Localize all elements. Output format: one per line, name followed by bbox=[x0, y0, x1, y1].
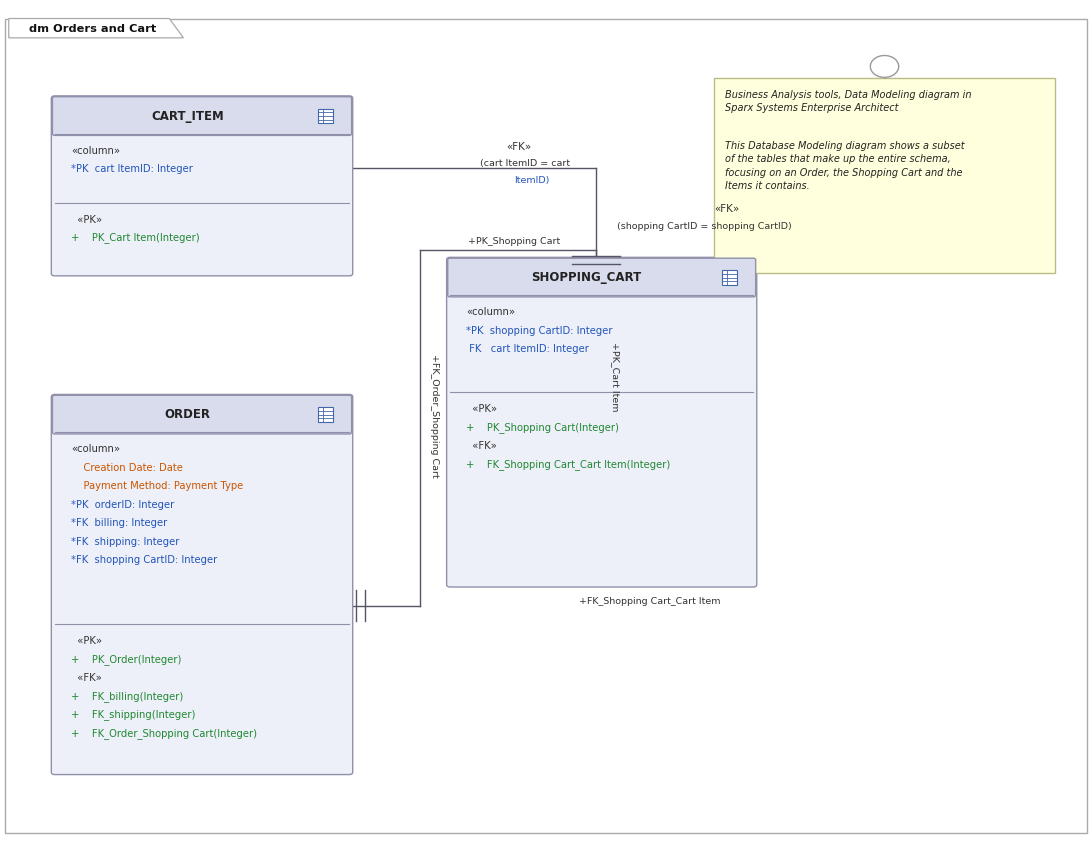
Text: +PK_Cart Item: +PK_Cart Item bbox=[610, 341, 620, 411]
Text: +    FK_billing(Integer): + FK_billing(Integer) bbox=[71, 691, 183, 701]
FancyBboxPatch shape bbox=[447, 257, 757, 587]
Text: «FK»: «FK» bbox=[466, 441, 497, 451]
Text: +    PK_Shopping Cart(Integer): + PK_Shopping Cart(Integer) bbox=[466, 422, 619, 432]
Text: This Database Modeling diagram shows a subset
of the tables that make up the ent: This Database Modeling diagram shows a s… bbox=[725, 141, 964, 191]
Text: CART_ITEM: CART_ITEM bbox=[151, 109, 224, 123]
Text: Payment Method: Payment Type: Payment Method: Payment Type bbox=[71, 481, 244, 491]
Text: dm Orders and Cart: dm Orders and Cart bbox=[29, 24, 156, 34]
FancyBboxPatch shape bbox=[51, 96, 353, 276]
FancyBboxPatch shape bbox=[722, 270, 737, 285]
FancyBboxPatch shape bbox=[52, 97, 352, 135]
Text: ItemID): ItemID) bbox=[514, 177, 550, 185]
Text: *PK  orderID: Integer: *PK orderID: Integer bbox=[71, 500, 175, 510]
Text: «column»: «column» bbox=[71, 145, 120, 156]
FancyBboxPatch shape bbox=[714, 78, 1055, 273]
Text: Creation Date: Date: Creation Date: Date bbox=[71, 463, 182, 473]
Text: +FK_Order_Shopping Cart: +FK_Order_Shopping Cart bbox=[430, 354, 439, 478]
Text: +    PK_Order(Integer): + PK_Order(Integer) bbox=[71, 654, 181, 664]
Text: (shopping CartID = shopping CartID): (shopping CartID = shopping CartID) bbox=[617, 222, 792, 230]
Text: +    FK_Order_Shopping Cart(Integer): + FK_Order_Shopping Cart(Integer) bbox=[71, 728, 257, 738]
Circle shape bbox=[870, 56, 899, 77]
Text: +PK_Shopping Cart: +PK_Shopping Cart bbox=[467, 237, 560, 246]
Text: «FK»: «FK» bbox=[507, 142, 532, 152]
Text: +    PK_Cart Item(Integer): + PK_Cart Item(Integer) bbox=[71, 233, 200, 243]
Text: «PK»: «PK» bbox=[71, 214, 103, 225]
FancyBboxPatch shape bbox=[448, 258, 756, 297]
Text: *PK  shopping CartID: Integer: *PK shopping CartID: Integer bbox=[466, 325, 613, 336]
FancyBboxPatch shape bbox=[51, 394, 353, 775]
FancyBboxPatch shape bbox=[52, 395, 352, 434]
Text: +FK_Shopping Cart_Cart Item: +FK_Shopping Cart_Cart Item bbox=[580, 597, 721, 606]
Text: ORDER: ORDER bbox=[164, 408, 211, 421]
Polygon shape bbox=[9, 19, 183, 38]
Text: *FK  shopping CartID: Integer: *FK shopping CartID: Integer bbox=[71, 555, 217, 565]
Text: «PK»: «PK» bbox=[466, 404, 498, 414]
Text: +    FK_shipping(Integer): + FK_shipping(Integer) bbox=[71, 710, 195, 720]
Text: *PK  cart ItemID: Integer: *PK cart ItemID: Integer bbox=[71, 164, 193, 174]
Text: *FK  billing: Integer: *FK billing: Integer bbox=[71, 518, 167, 528]
FancyBboxPatch shape bbox=[318, 108, 333, 124]
Text: «column»: «column» bbox=[466, 307, 515, 317]
Text: «column»: «column» bbox=[71, 444, 120, 454]
Text: «PK»: «PK» bbox=[71, 636, 103, 646]
FancyBboxPatch shape bbox=[318, 407, 333, 422]
Text: «FK»: «FK» bbox=[714, 204, 739, 214]
Text: FK   cart ItemID: Integer: FK cart ItemID: Integer bbox=[466, 344, 590, 354]
Text: +    FK_Shopping Cart_Cart Item(Integer): + FK_Shopping Cart_Cart Item(Integer) bbox=[466, 459, 670, 469]
Text: *FK  shipping: Integer: *FK shipping: Integer bbox=[71, 537, 179, 547]
Text: «FK»: «FK» bbox=[71, 673, 102, 683]
Text: SHOPPING_CART: SHOPPING_CART bbox=[532, 271, 642, 284]
Text: Business Analysis tools, Data Modeling diagram in
Sparx Systems Enterprise Archi: Business Analysis tools, Data Modeling d… bbox=[725, 90, 972, 114]
Text: (cart ItemID = cart: (cart ItemID = cart bbox=[479, 160, 570, 168]
